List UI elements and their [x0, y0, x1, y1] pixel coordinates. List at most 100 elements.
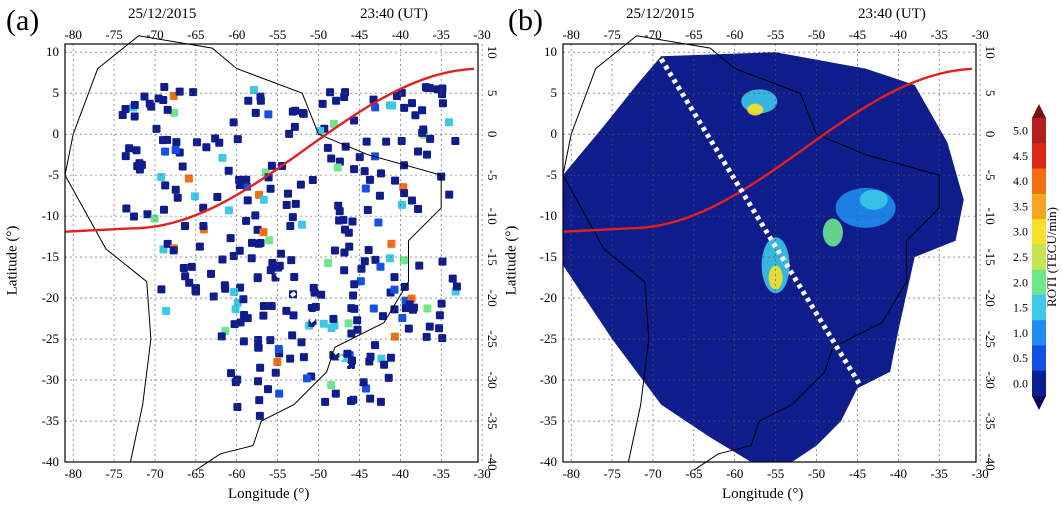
roti-station: [235, 181, 244, 190]
roti-station: [259, 302, 268, 311]
roti-station: [199, 225, 208, 234]
roti-station: [411, 111, 420, 120]
roti-station: [308, 176, 317, 185]
roti-station: [171, 185, 180, 194]
colorbar-top-arrow: [1032, 104, 1046, 118]
roti-station: [154, 94, 163, 103]
roti-station: [438, 99, 447, 108]
colorbar-swatch: [1032, 143, 1046, 170]
colorbar-tick-label: 5.0: [1013, 124, 1028, 138]
roti-station: [299, 109, 308, 118]
roti-station: [332, 96, 341, 105]
roti-station: [339, 215, 348, 224]
roti-station: [259, 195, 268, 204]
lat-tick-label-left: -20: [42, 290, 59, 305]
roti-station: [254, 343, 263, 352]
roti-station: [239, 295, 248, 304]
roti-station: [195, 242, 204, 251]
lon-tick-label-bottom: -60: [228, 466, 245, 481]
roti-station: [133, 162, 142, 171]
panel-a-ylabel: Latitude (°): [4, 225, 21, 296]
lon-tick-label-top: -35: [931, 27, 948, 42]
roti-station: [398, 200, 407, 209]
roti-station: [433, 85, 442, 94]
lat-tick-label-right: -30: [983, 371, 998, 388]
roti-station: [407, 294, 416, 303]
roti-station: [273, 357, 282, 366]
roti-station: [299, 353, 308, 362]
roti-station: [438, 334, 447, 343]
lat-tick-label-right: -35: [983, 412, 998, 429]
lon-tick-label-bottom: -30: [971, 466, 988, 481]
roti-station: [340, 248, 349, 257]
roti-station: [348, 217, 357, 226]
roti-station: [326, 88, 335, 97]
roti-station: [286, 354, 295, 363]
lon-tick-label-top: -75: [603, 27, 620, 42]
roti-station: [247, 238, 256, 247]
roti-station: [253, 225, 262, 234]
lon-tick-label-bottom: -70: [146, 466, 163, 481]
roti-station: [341, 88, 350, 97]
roti-station: [275, 349, 284, 358]
roti-station: [254, 377, 263, 386]
roti-station: [264, 385, 273, 394]
roti-station: [230, 288, 239, 297]
roti-station: [345, 351, 354, 360]
roti-station: [329, 119, 338, 128]
roti-station: [199, 203, 208, 212]
lat-tick-label-right: 0: [983, 131, 998, 138]
roti-station: [375, 191, 384, 200]
colorbar-tick-label: 3.5: [1013, 199, 1028, 213]
roti-station: [251, 211, 260, 220]
roti-station: [118, 111, 127, 120]
roti-station: [243, 182, 252, 191]
roti-station: [349, 395, 358, 404]
lat-tick-label-right: 5: [485, 90, 500, 97]
roti-station: [242, 216, 251, 225]
roti-station: [184, 174, 193, 183]
lon-tick-label-bottom: -30: [473, 466, 490, 481]
roti-station: [320, 124, 329, 133]
roti-station: [360, 167, 369, 176]
roti-station: [387, 239, 396, 248]
roti-station: [162, 307, 171, 316]
roti-station: [347, 396, 356, 405]
roti-station: [438, 84, 447, 93]
roti-station: [452, 282, 461, 291]
roti-station: [268, 258, 277, 267]
roti-station: [289, 311, 298, 320]
lon-tick-label-bottom: -35: [931, 466, 948, 481]
roti-station: [163, 239, 172, 248]
roti-station: [361, 184, 370, 193]
roti-station: [390, 285, 399, 294]
roti-coverage-area: [563, 52, 964, 463]
roti-station: [224, 166, 233, 175]
lon-tick-label-top: -70: [644, 27, 661, 42]
roti-station: [122, 204, 131, 213]
colorbar-tick-label: 0.5: [1013, 351, 1028, 365]
roti-station: [140, 92, 149, 101]
lon-tick-label-top: -80: [65, 27, 82, 42]
roti-station: [401, 304, 410, 313]
colorbar-swatch: [1032, 269, 1046, 296]
roti-station: [266, 184, 275, 193]
roti-station: [190, 192, 199, 201]
roti-station: [340, 266, 349, 275]
roti-station: [376, 397, 385, 406]
roti-station: [220, 281, 229, 290]
lon-tick-label-bottom: -65: [685, 466, 702, 481]
lon-tick-label-top: -40: [392, 27, 409, 42]
panel-a-label: (a): [6, 4, 40, 37]
colorbar-tick-label: 0.0: [1013, 376, 1028, 390]
roti-station: [255, 190, 264, 199]
lon-tick-label-bottom: -75: [603, 466, 620, 481]
roti-station: [211, 134, 220, 143]
colorbar-swatch: [1032, 193, 1046, 220]
roti-station: [267, 302, 276, 311]
lon-tick-label-bottom: -35: [433, 466, 450, 481]
roti-station: [192, 138, 201, 147]
roti-station: [239, 337, 248, 346]
roti-station: [233, 375, 242, 384]
roti-station: [366, 352, 375, 361]
